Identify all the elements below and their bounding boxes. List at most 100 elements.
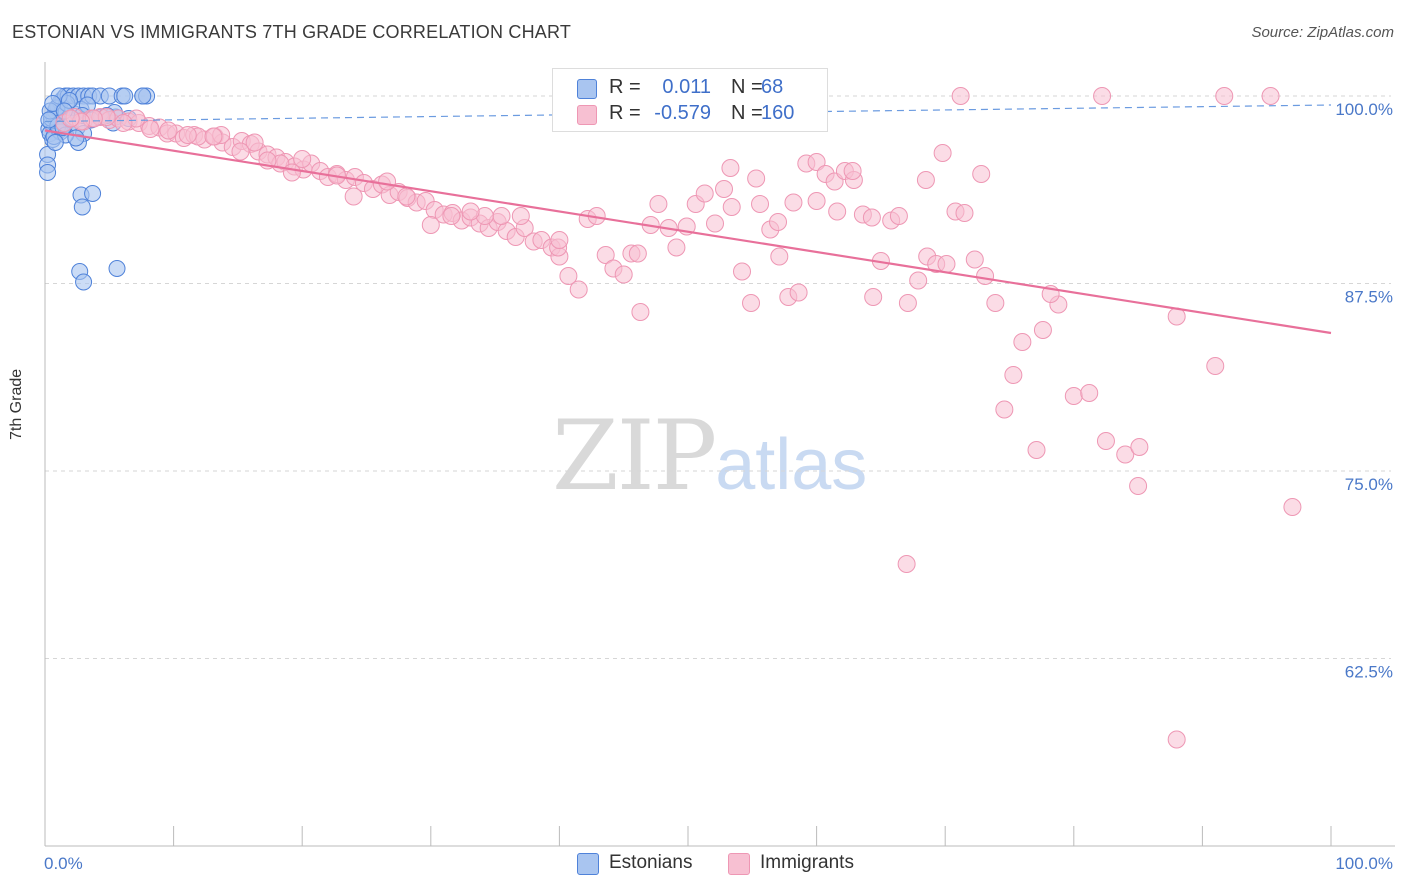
immigrants-point	[747, 169, 766, 188]
immigrants-point	[245, 133, 264, 152]
immigrants-point	[715, 180, 734, 198]
immigrants-point	[596, 246, 615, 264]
immigrants-point	[1027, 441, 1046, 459]
immigrants-point	[1080, 384, 1099, 402]
immigrants-point	[421, 216, 440, 234]
estonians-point	[39, 164, 57, 181]
immigrants-point	[951, 87, 970, 105]
immigrants-point	[178, 126, 197, 144]
immigrants-point	[995, 400, 1014, 419]
estonians-point	[116, 87, 134, 105]
grid-lines	[45, 95, 1391, 659]
immigrants-point	[784, 193, 803, 212]
immigrants-n-value: 160	[761, 102, 795, 124]
immigrants-point	[843, 162, 862, 180]
watermark: ZIPatlas	[552, 400, 867, 512]
immigrants-point	[1206, 357, 1225, 375]
immigrants-point	[828, 202, 847, 221]
chart-title: ESTONIAN VS IMMIGRANTS 7TH GRADE CORRELA…	[12, 22, 572, 42]
immigrants-point	[550, 231, 569, 249]
legend-immigrants-label: Immigrants	[760, 852, 854, 873]
immigrants-point	[628, 244, 647, 263]
immigrants-point	[933, 144, 952, 162]
immigrants-point	[344, 187, 363, 206]
immigrants-point	[1130, 438, 1149, 456]
legend-immigrants-swatch	[728, 853, 750, 875]
immigrants-point	[631, 303, 650, 321]
immigrants-point	[141, 120, 160, 138]
immigrants-point	[511, 207, 530, 225]
immigrants-point	[461, 202, 480, 221]
immigrants-point	[695, 184, 714, 203]
immigrants-point	[397, 187, 416, 206]
immigrants-point	[61, 109, 80, 128]
immigrants-point	[807, 192, 826, 210]
immigrants-point	[1096, 432, 1115, 450]
immigrants-point	[667, 238, 686, 257]
immigrants-point	[916, 171, 935, 189]
immigrants-point	[1064, 387, 1083, 405]
immigrants-point	[1167, 730, 1186, 749]
immigrants-point	[614, 265, 633, 284]
estonians-r-label: R =	[609, 76, 641, 98]
immigrants-point	[293, 150, 312, 168]
immigrants-point	[1283, 498, 1302, 516]
immigrants-point	[442, 207, 461, 225]
immigrants-point	[722, 198, 741, 216]
immigrants-point	[1116, 445, 1135, 464]
estonians-point	[84, 185, 102, 202]
immigrants-point	[862, 208, 881, 227]
immigrants-points	[55, 87, 1302, 749]
y-tick-label-2: 87.5%	[1345, 288, 1393, 307]
immigrants-point	[231, 142, 250, 161]
estonians-swatch	[577, 79, 597, 99]
watermark-zip: ZIP	[552, 400, 717, 512]
estonians-r-value: 0.011	[662, 76, 711, 98]
x-tick-label-1: 100.0%	[1335, 854, 1393, 873]
y-tick-label-3: 100.0%	[1335, 100, 1393, 119]
stats-legend: R = 0.011 N = 68 R = -0.579 N = 160	[552, 68, 828, 132]
watermark-atlas: atlas	[715, 425, 868, 505]
immigrants-point	[751, 195, 770, 213]
estonians-n-value: 68	[761, 76, 784, 98]
estonians-n-label: N =	[731, 76, 763, 98]
estonians-point	[75, 273, 93, 291]
immigrants-point	[492, 207, 511, 225]
immigrants-point	[986, 294, 1005, 312]
immigrants-trend-line	[44, 129, 1332, 335]
immigrants-point	[807, 153, 826, 171]
y-tick-label-0: 62.5%	[1345, 663, 1393, 682]
immigrants-point	[649, 195, 668, 213]
immigrants-point	[965, 250, 984, 269]
estonians-trend-line	[44, 104, 1332, 123]
immigrants-point	[569, 280, 588, 299]
immigrants-point	[1093, 87, 1112, 105]
immigrants-point	[898, 294, 917, 312]
immigrants-point	[114, 114, 133, 132]
immigrants-point	[770, 247, 789, 266]
estonians-point	[73, 198, 91, 216]
tick-labels: 62.5% 75.0% 87.5% 100.0% 0.0% 100.0%	[44, 100, 1393, 873]
immigrants-point	[1033, 321, 1052, 339]
immigrants-point	[204, 127, 223, 146]
immigrants-point	[1261, 87, 1280, 105]
legend-row-immigrants: R = -0.579 N = 160	[553, 101, 827, 127]
y-tick-label-1: 75.0%	[1345, 475, 1393, 494]
immigrants-point	[769, 213, 788, 231]
source-credit: Source: ZipAtlas.com	[1251, 24, 1394, 41]
legend-estonians-label: Estonians	[609, 852, 693, 873]
immigrants-point	[955, 204, 974, 222]
immigrants-point	[976, 267, 995, 285]
immigrants-point	[559, 267, 578, 285]
immigrants-point	[282, 163, 301, 182]
x-tick-label-0: 0.0%	[44, 854, 83, 873]
immigrants-point	[897, 555, 916, 573]
immigrants-point	[733, 262, 752, 281]
estonians-point	[46, 134, 64, 151]
immigrants-point	[937, 255, 956, 273]
immigrants-point	[909, 271, 928, 290]
estonians-point	[67, 129, 85, 147]
immigrants-point	[159, 121, 178, 140]
immigrants-r-value: -0.579	[654, 102, 711, 124]
immigrants-point	[721, 159, 740, 177]
